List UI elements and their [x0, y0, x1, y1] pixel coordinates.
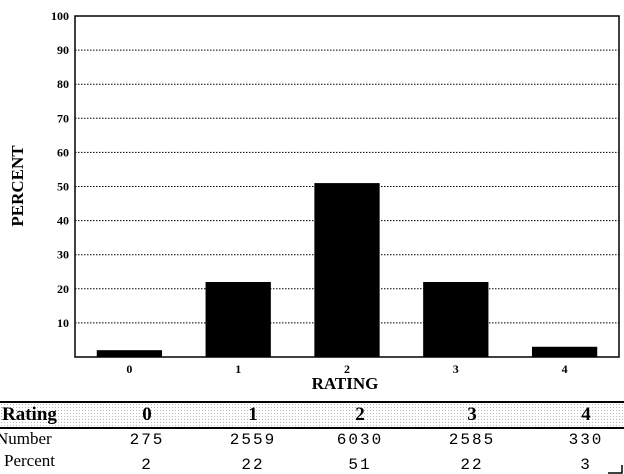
number-row: Number 275 2559 6030 2585 330	[0, 429, 624, 449]
x-tick-label: 4	[562, 362, 568, 376]
rating-column-0: 0	[142, 404, 152, 425]
x-tick-label: 1	[235, 362, 241, 376]
percent-cell-1: 22	[241, 456, 265, 474]
rating-column-4: 4	[581, 404, 591, 425]
corner-curl-mark	[608, 465, 623, 474]
percent-cell-0: 2	[141, 456, 153, 474]
x-axis-title: RATING	[312, 374, 379, 393]
y-tick-label: 70	[57, 111, 69, 125]
y-tick-label: 50	[57, 180, 69, 194]
bar	[205, 281, 271, 357]
y-tick-label: 30	[57, 248, 69, 262]
rating-column-2: 2	[355, 404, 365, 425]
y-tick-label: 60	[57, 145, 69, 159]
number-cell-1: 2559	[229, 431, 277, 449]
percent-cell-3: 22	[460, 456, 484, 474]
x-tick-label: 2	[344, 362, 350, 376]
y-tick-label: 10	[57, 316, 69, 330]
y-tick-labels: 10 20 30 40 50 60 70 80 90 100	[51, 9, 69, 330]
number-cell-2: 6030	[336, 431, 384, 449]
x-tick-label: 0	[126, 362, 132, 376]
rating-column-3: 3	[467, 404, 477, 425]
y-tick-label: 100	[51, 9, 69, 23]
x-tick-labels: 0 1 2 3 4	[126, 362, 567, 376]
percent-cell-2: 51	[348, 456, 372, 474]
y-axis-title: PERCENT	[8, 145, 27, 227]
bar	[531, 346, 598, 357]
y-tick-label: 20	[57, 282, 69, 296]
rating-header-label: Rating	[2, 404, 57, 425]
table-header-row: Rating 0 1 2 3 4	[0, 401, 624, 429]
y-tick-label: 40	[57, 214, 69, 228]
y-tick-label: 90	[57, 43, 69, 57]
bar	[314, 183, 380, 357]
rating-table: Rating 0 1 2 3 4 Number 275 2559 6030 25…	[0, 401, 624, 474]
number-cell-0: 275	[129, 431, 165, 449]
y-tick-label: 80	[57, 77, 69, 91]
percent-cell-4: 3	[580, 456, 592, 474]
bars	[96, 183, 598, 357]
bar	[423, 281, 489, 357]
number-cell-4: 330	[568, 431, 604, 449]
percent-row: Percent 2 22 51 22 3	[0, 451, 624, 474]
percent-row-label: Percent	[4, 451, 55, 470]
x-tick-label: 3	[453, 362, 459, 376]
bar-chart: 10 20 30 40 50 60 70 80 90 100 0 1 2 3 4 PERCENT RATI…	[8, 9, 620, 393]
grid-lines	[75, 49, 619, 324]
number-row-label: Number	[0, 429, 52, 448]
number-cell-3: 2585	[448, 431, 496, 449]
rating-column-1: 1	[248, 404, 258, 425]
bar	[96, 350, 163, 357]
